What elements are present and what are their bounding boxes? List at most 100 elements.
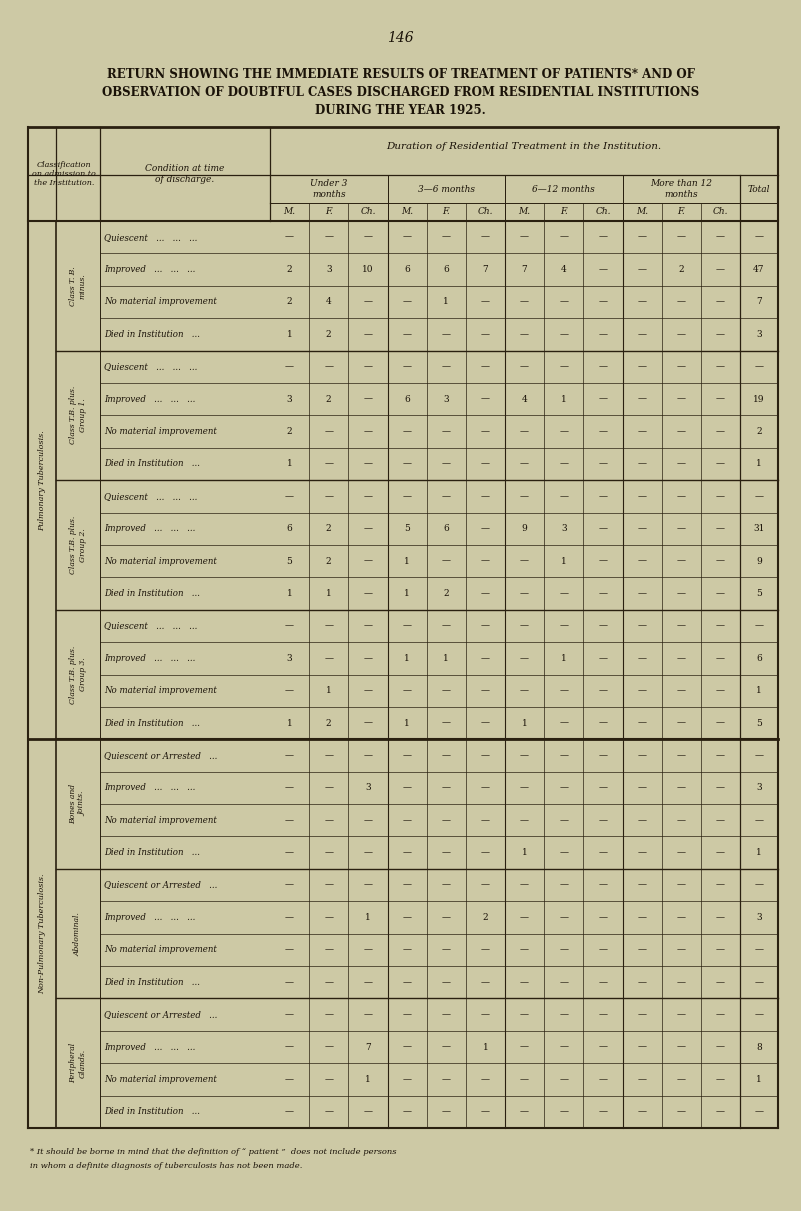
Text: —: — <box>324 913 333 922</box>
Text: 1: 1 <box>756 459 762 469</box>
Text: —: — <box>598 1075 607 1084</box>
Text: —: — <box>441 329 451 339</box>
Text: —: — <box>677 816 686 825</box>
Text: 2: 2 <box>756 427 762 436</box>
Text: —: — <box>520 1075 529 1084</box>
Text: 1: 1 <box>482 1043 489 1051</box>
Text: Class T.B. plus.
Group 1.: Class T.B. plus. Group 1. <box>70 386 87 444</box>
Text: —: — <box>403 1010 412 1020</box>
Text: 2: 2 <box>287 427 292 436</box>
Text: —: — <box>403 362 412 372</box>
Text: —: — <box>285 1043 294 1051</box>
Text: —: — <box>677 913 686 922</box>
Text: —: — <box>755 816 763 825</box>
Text: —: — <box>638 589 646 598</box>
Text: Condition at time
of discharge.: Condition at time of discharge. <box>145 165 225 184</box>
Text: —: — <box>324 654 333 662</box>
Text: —: — <box>598 298 607 306</box>
Text: Quiescent or Arrested   ...: Quiescent or Arrested ... <box>104 880 217 890</box>
Text: DURING THE YEAR 1925.: DURING THE YEAR 1925. <box>315 104 486 117</box>
Text: Died in Institution   ...: Died in Institution ... <box>104 718 200 728</box>
Text: —: — <box>755 1010 763 1020</box>
Text: —: — <box>598 816 607 825</box>
Text: —: — <box>364 233 372 242</box>
Text: —: — <box>598 784 607 792</box>
Text: —: — <box>364 751 372 761</box>
Text: —: — <box>481 427 490 436</box>
Text: 6: 6 <box>444 265 449 274</box>
Text: —: — <box>716 427 725 436</box>
Text: —: — <box>677 946 686 954</box>
Text: —: — <box>598 751 607 761</box>
Text: —: — <box>638 621 646 631</box>
Text: 3: 3 <box>365 784 371 792</box>
Text: Improved   ...   ...   ...: Improved ... ... ... <box>104 784 195 792</box>
Text: —: — <box>481 816 490 825</box>
Text: —: — <box>441 848 451 857</box>
Text: —: — <box>403 816 412 825</box>
Text: —: — <box>677 751 686 761</box>
Text: No material improvement: No material improvement <box>104 946 217 954</box>
Text: —: — <box>638 395 646 403</box>
Text: 7: 7 <box>756 298 762 306</box>
Text: —: — <box>598 1043 607 1051</box>
Text: —: — <box>481 459 490 469</box>
Text: —: — <box>559 621 568 631</box>
Text: —: — <box>285 880 294 890</box>
Text: 1: 1 <box>756 848 762 857</box>
Text: 1: 1 <box>521 718 527 728</box>
Text: —: — <box>716 1107 725 1117</box>
Text: —: — <box>677 589 686 598</box>
Text: —: — <box>481 589 490 598</box>
Text: —: — <box>403 977 412 987</box>
Text: Ch.: Ch. <box>477 207 493 217</box>
Text: —: — <box>285 1075 294 1084</box>
Text: —: — <box>638 718 646 728</box>
Text: —: — <box>559 459 568 469</box>
Text: —: — <box>481 880 490 890</box>
Text: —: — <box>481 718 490 728</box>
Text: —: — <box>559 784 568 792</box>
Text: No material improvement: No material improvement <box>104 687 217 695</box>
Text: —: — <box>559 687 568 695</box>
Text: M.: M. <box>401 207 413 217</box>
Text: Quiescent or Arrested   ...: Quiescent or Arrested ... <box>104 751 217 761</box>
Text: —: — <box>324 1107 333 1117</box>
Text: —: — <box>403 1075 412 1084</box>
Text: 6: 6 <box>756 654 762 662</box>
Text: —: — <box>441 946 451 954</box>
Text: No material improvement: No material improvement <box>104 557 217 566</box>
Text: No material improvement: No material improvement <box>104 816 217 825</box>
Text: —: — <box>364 946 372 954</box>
Text: 1: 1 <box>444 298 449 306</box>
Text: —: — <box>638 913 646 922</box>
Text: —: — <box>441 687 451 695</box>
Text: —: — <box>364 329 372 339</box>
Text: —: — <box>677 718 686 728</box>
Text: —: — <box>716 880 725 890</box>
Text: —: — <box>285 621 294 631</box>
Text: 4: 4 <box>521 395 527 403</box>
Text: —: — <box>598 233 607 242</box>
Text: Ch.: Ch. <box>595 207 610 217</box>
Text: Died in Institution   ...: Died in Institution ... <box>104 977 200 987</box>
Text: 1: 1 <box>287 459 292 469</box>
Text: —: — <box>677 362 686 372</box>
Text: 6: 6 <box>405 265 410 274</box>
Text: —: — <box>403 848 412 857</box>
Text: —: — <box>716 848 725 857</box>
Text: —: — <box>441 233 451 242</box>
Text: —: — <box>364 427 372 436</box>
Text: 9: 9 <box>756 557 762 566</box>
Text: —: — <box>285 362 294 372</box>
Text: —: — <box>638 233 646 242</box>
Text: —: — <box>677 848 686 857</box>
Text: 1: 1 <box>287 718 292 728</box>
Text: —: — <box>598 524 607 533</box>
Text: —: — <box>364 1107 372 1117</box>
Text: RETURN SHOWING THE IMMEDIATE RESULTS OF TREATMENT OF PATIENTS* AND OF: RETURN SHOWING THE IMMEDIATE RESULTS OF … <box>107 69 694 81</box>
Text: 2: 2 <box>326 524 332 533</box>
Text: 4: 4 <box>561 265 566 274</box>
Text: —: — <box>403 492 412 501</box>
Text: 3: 3 <box>326 265 332 274</box>
